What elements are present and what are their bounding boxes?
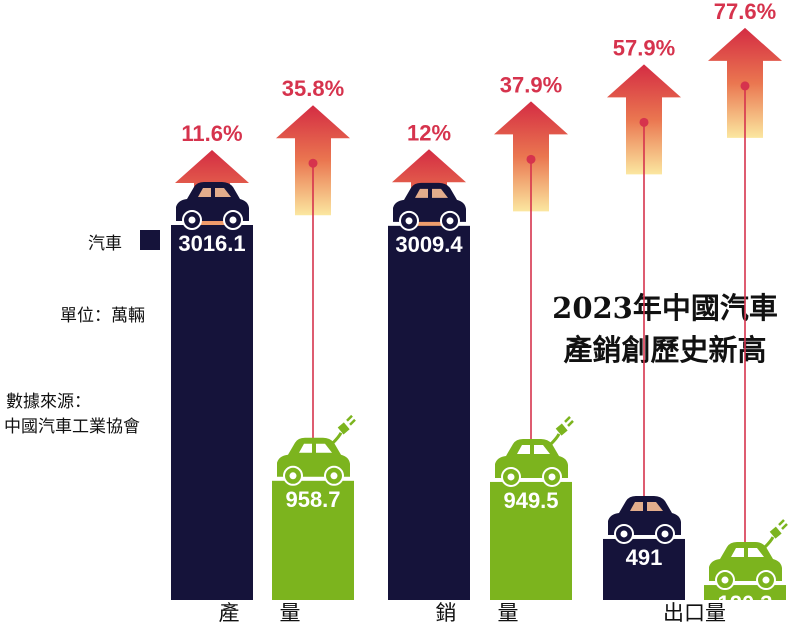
bar-value-label-0-1: 3009.4 bbox=[395, 232, 463, 257]
category-label-1-1: 量 bbox=[498, 601, 519, 625]
unit-label: 單位：萬輛 bbox=[60, 306, 145, 326]
electric-car-icon bbox=[495, 416, 574, 487]
bar-value-label-0-0: 3016.1 bbox=[178, 231, 245, 256]
legend-label-car: 汽車 bbox=[88, 234, 122, 254]
growth-label-1-2: 77.6% bbox=[714, 0, 776, 24]
growth-dot-1-1 bbox=[526, 154, 536, 164]
bar-value-label-1-2: 120.3 bbox=[717, 591, 772, 616]
electric-car-icon bbox=[709, 519, 788, 591]
growth-dot-0-2 bbox=[639, 117, 649, 127]
car-icon bbox=[393, 182, 466, 231]
chart-title-line-1: 2023年中國汽車 bbox=[552, 291, 778, 325]
category-label-0-1: 量 bbox=[280, 601, 301, 625]
growth-dot-1-2 bbox=[740, 81, 750, 91]
car-icon bbox=[608, 495, 681, 544]
bar-value-label-0-2: 491 bbox=[626, 545, 663, 570]
source-label: 數據來源： bbox=[6, 392, 91, 412]
electric-car-icon bbox=[277, 414, 356, 486]
growth-dot-1-0 bbox=[308, 158, 318, 168]
category-label-1-0: 銷 bbox=[436, 601, 457, 625]
growth-label-1-1: 37.9% bbox=[500, 72, 562, 97]
growth-label-0-1: 12% bbox=[407, 120, 451, 145]
bar-value-label-1-1: 949.5 bbox=[503, 488, 558, 513]
growth-label-1-0: 35.8% bbox=[282, 76, 344, 101]
category-label-2: 出口量 bbox=[663, 601, 726, 625]
category-label-0-0: 產 bbox=[219, 601, 240, 625]
bar-nev-0 bbox=[272, 480, 354, 600]
bar-car-2 bbox=[603, 538, 685, 600]
chart-title-line-2: 產銷創歷史新高 bbox=[563, 333, 767, 367]
bar-car-1 bbox=[388, 225, 470, 601]
legend-swatch-car bbox=[140, 230, 160, 250]
growth-label-0-2: 57.9% bbox=[613, 35, 675, 60]
bar-car-0 bbox=[171, 225, 253, 600]
car-icon bbox=[176, 182, 249, 230]
source-name: 中國汽車工業協會 bbox=[4, 417, 140, 437]
bar-value-label-1-0: 958.7 bbox=[285, 487, 340, 512]
growth-label-0-0: 11.6% bbox=[181, 121, 242, 146]
bar-nev-1 bbox=[490, 481, 572, 600]
